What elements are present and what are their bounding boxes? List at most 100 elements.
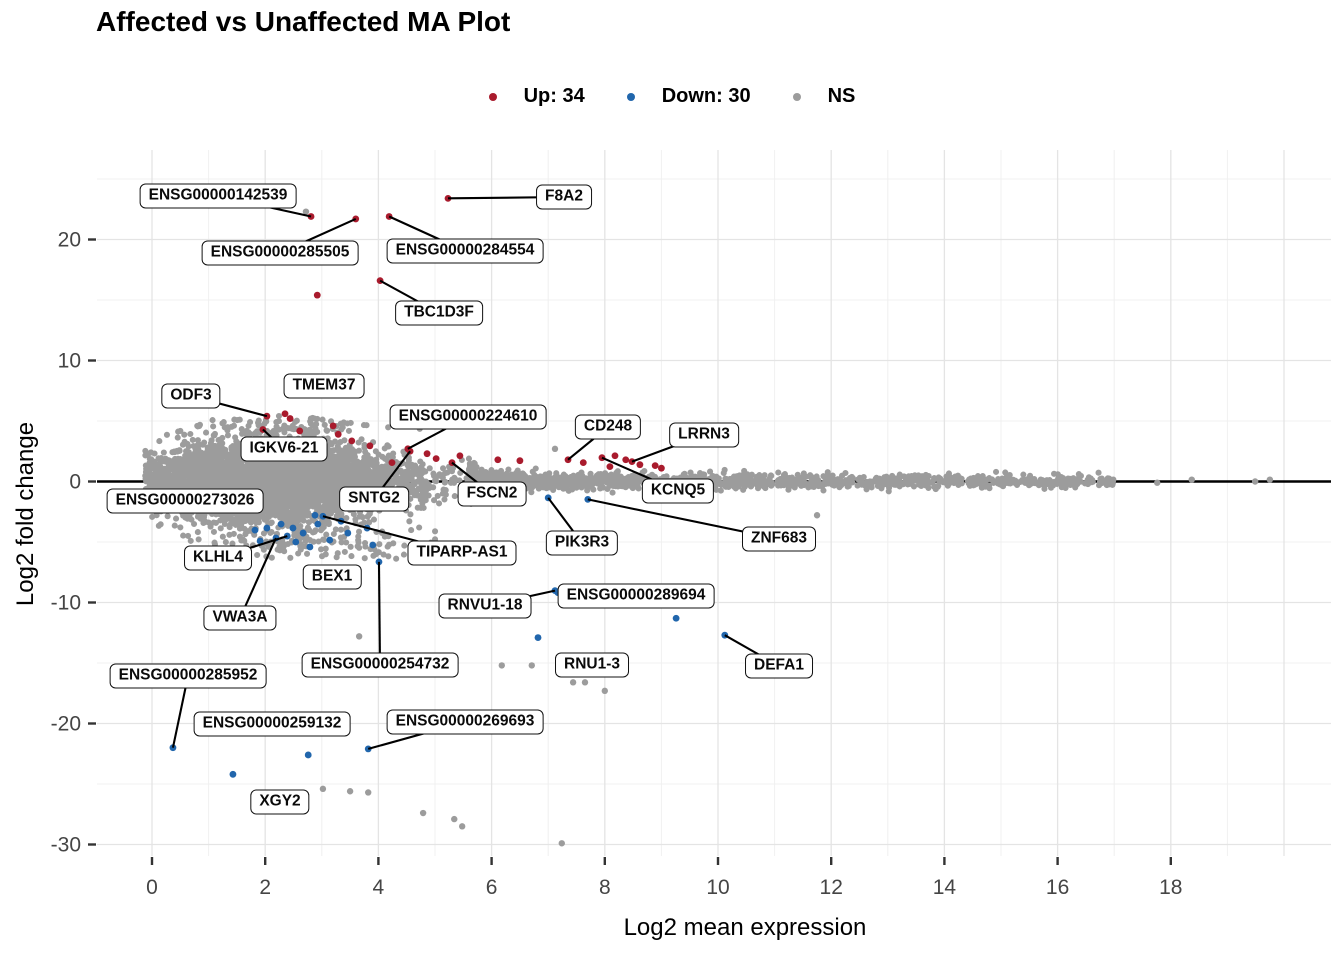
up-point: [651, 462, 659, 470]
up-point: [329, 422, 337, 430]
down-point: [319, 512, 327, 520]
up-point: [432, 455, 440, 463]
gene-label-TMEM37: TMEM37: [283, 373, 365, 399]
up-point: [579, 459, 587, 467]
up-point: [658, 464, 665, 472]
ns-point: [1266, 476, 1274, 483]
down-point: [344, 529, 352, 537]
gene-label-FSCN2: FSCN2: [457, 481, 527, 507]
up-point: [281, 410, 289, 418]
ns-point: [528, 662, 535, 669]
down-dot-icon: [626, 92, 635, 101]
legend: Up: 34 Down: 30 NS: [0, 85, 1344, 108]
up-point: [636, 461, 644, 469]
x-tick-label: 10: [706, 876, 729, 899]
up-point: [606, 463, 614, 471]
gene-label-ENSG00000285952: ENSG00000285952: [109, 663, 267, 689]
legend-item-ns: NS: [792, 85, 855, 108]
callout-line: [377, 561, 382, 666]
ns-point: [1154, 479, 1161, 486]
gene-label-VWA3A: VWA3A: [203, 605, 277, 631]
x-tick-label: 4: [373, 876, 385, 899]
ns-point: [319, 785, 327, 793]
ns-point: [355, 633, 363, 640]
callout-line: [239, 537, 277, 619]
ns-point: [601, 687, 608, 695]
ns-point: [451, 815, 458, 823]
gene-label-LRRN3: LRRN3: [669, 422, 739, 448]
ns-point: [813, 512, 821, 519]
gene-label-ENSG00000259132: ENSG00000259132: [193, 711, 351, 737]
ns-point: [458, 823, 466, 830]
up-point: [388, 459, 396, 467]
down-point: [534, 634, 542, 641]
up-point: [313, 291, 321, 299]
y-tick-label: -30: [51, 834, 81, 857]
ns-outlier-points: [302, 208, 1274, 847]
down-point: [277, 520, 285, 528]
y-axis-title: Log2 fold change: [12, 421, 39, 607]
down-point: [263, 524, 271, 532]
up-point: [286, 415, 294, 422]
down-point: [672, 614, 680, 622]
gene-label-XGY2: XGY2: [250, 789, 310, 815]
down-point: [304, 751, 312, 759]
ns-point: [1188, 476, 1195, 483]
gene-label-PIK3R3: PIK3R3: [545, 530, 619, 556]
up-point: [348, 437, 356, 445]
down-point: [584, 496, 592, 503]
gene-label-KCNQ5: KCNQ5: [641, 478, 715, 504]
gene-label-CD248: CD248: [574, 414, 642, 440]
up-point: [456, 452, 464, 460]
up-point: [622, 456, 630, 464]
gene-label-ENSG00000273026: ENSG00000273026: [106, 488, 264, 514]
gridlines: [97, 150, 1331, 856]
down-point: [369, 541, 377, 549]
x-axis-title: Log2 mean expression: [623, 914, 867, 941]
y-tick-label: -10: [51, 592, 81, 615]
x-tick-label: 18: [1159, 876, 1182, 899]
up-dot-icon: [488, 92, 497, 101]
ns-cloud: [142, 412, 1117, 562]
up-point: [611, 452, 619, 460]
up-points: [259, 194, 665, 472]
ns-point: [1251, 478, 1259, 485]
up-point: [494, 456, 502, 464]
down-point: [289, 524, 297, 532]
gene-label-ENSG00000289694: ENSG00000289694: [557, 583, 715, 609]
gene-label-RNVU1-18: RNVU1-18: [438, 593, 532, 619]
down-point: [256, 537, 264, 545]
x-tick-label: 0: [146, 876, 158, 899]
ns-point: [365, 789, 372, 796]
y-tick-label: 0: [69, 471, 81, 494]
gene-label-SNTG2: SNTG2: [339, 486, 409, 512]
legend-label-down: Down: 30: [661, 85, 751, 107]
legend-item-down: Down: 30: [626, 85, 751, 108]
down-point: [314, 520, 322, 528]
down-point: [306, 543, 314, 551]
down-point: [292, 538, 300, 546]
gene-label-ENSG00000285505: ENSG00000285505: [201, 240, 359, 266]
down-point: [229, 770, 237, 778]
legend-label-up: Up: 34: [523, 85, 585, 107]
x-tick-label: 14: [933, 876, 957, 899]
up-point: [296, 427, 304, 435]
up-point: [444, 194, 452, 202]
x-tick-label: 8: [599, 876, 611, 899]
gene-label-TIPARP-AS1: TIPARP-AS1: [407, 540, 517, 566]
x-tick-label: 6: [486, 876, 498, 899]
gene-label-DEFA1: DEFA1: [745, 653, 813, 679]
down-point: [326, 536, 334, 544]
ns-point: [498, 662, 505, 669]
up-point: [423, 450, 431, 458]
ns-point: [581, 679, 589, 686]
y-tick-label: 10: [58, 350, 81, 373]
down-point: [311, 511, 319, 519]
ns-point: [346, 788, 354, 795]
y-tick-label: -20: [51, 713, 81, 736]
axis-ticks: 0 2 4 6 8 10 12 14 16 18 -30 -20 -10 0 10 20: [51, 229, 1183, 900]
gene-label-ODF3: ODF3: [161, 383, 221, 409]
down-point: [251, 526, 259, 534]
gene-label-IGKV6-21: IGKV6-21: [240, 436, 328, 462]
